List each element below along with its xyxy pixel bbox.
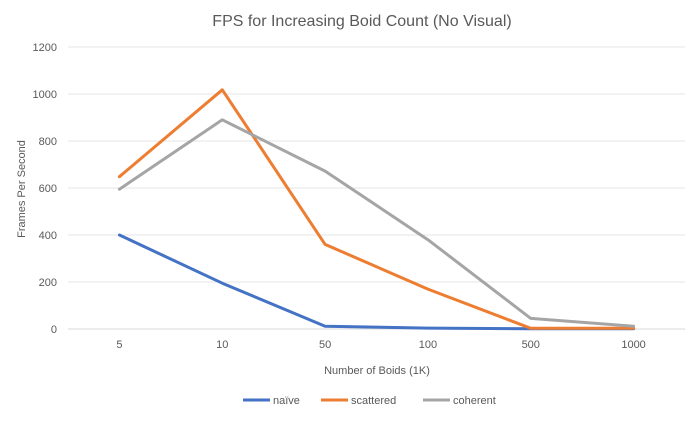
- y-axis-title: Frames Per Second: [16, 140, 28, 238]
- x-tick-label: 100: [419, 339, 437, 351]
- legend: naïve scattered coherent: [243, 395, 496, 407]
- y-tick-label: 600: [39, 183, 57, 195]
- x-tick-label: 1000: [621, 339, 645, 351]
- legend-item: coherent: [423, 395, 496, 407]
- legend-label: naïve: [273, 395, 300, 407]
- chart-title: FPS for Increasing Boid Count (No Visual…: [212, 13, 511, 30]
- legend-label: scattered: [351, 395, 396, 407]
- legend-item: scattered: [321, 395, 396, 407]
- y-tick-label: 200: [39, 277, 57, 289]
- gridlines: [68, 46, 685, 330]
- y-tick-label: 400: [39, 230, 57, 242]
- series-lines: [117, 88, 636, 331]
- x-tick-label: 50: [319, 339, 331, 351]
- y-tick-label: 0: [51, 324, 57, 336]
- series-line-coherent: [117, 118, 636, 328]
- y-tick-label: 1000: [33, 89, 57, 101]
- y-tick-label: 800: [39, 136, 57, 148]
- series-line-scattered: [117, 88, 636, 330]
- legend-item: naïve: [243, 395, 300, 407]
- x-tick-label: 10: [216, 339, 228, 351]
- y-axis-ticks: 0 200 400 600 800 1000 1200: [33, 42, 57, 336]
- legend-label: coherent: [453, 395, 496, 407]
- x-axis-ticks: 5 10 50 100 500 1000: [116, 339, 645, 351]
- x-tick-label: 5: [116, 339, 122, 351]
- x-tick-label: 500: [522, 339, 540, 351]
- x-axis-title: Number of Boids (1K): [324, 365, 430, 377]
- y-tick-label: 1200: [33, 42, 57, 54]
